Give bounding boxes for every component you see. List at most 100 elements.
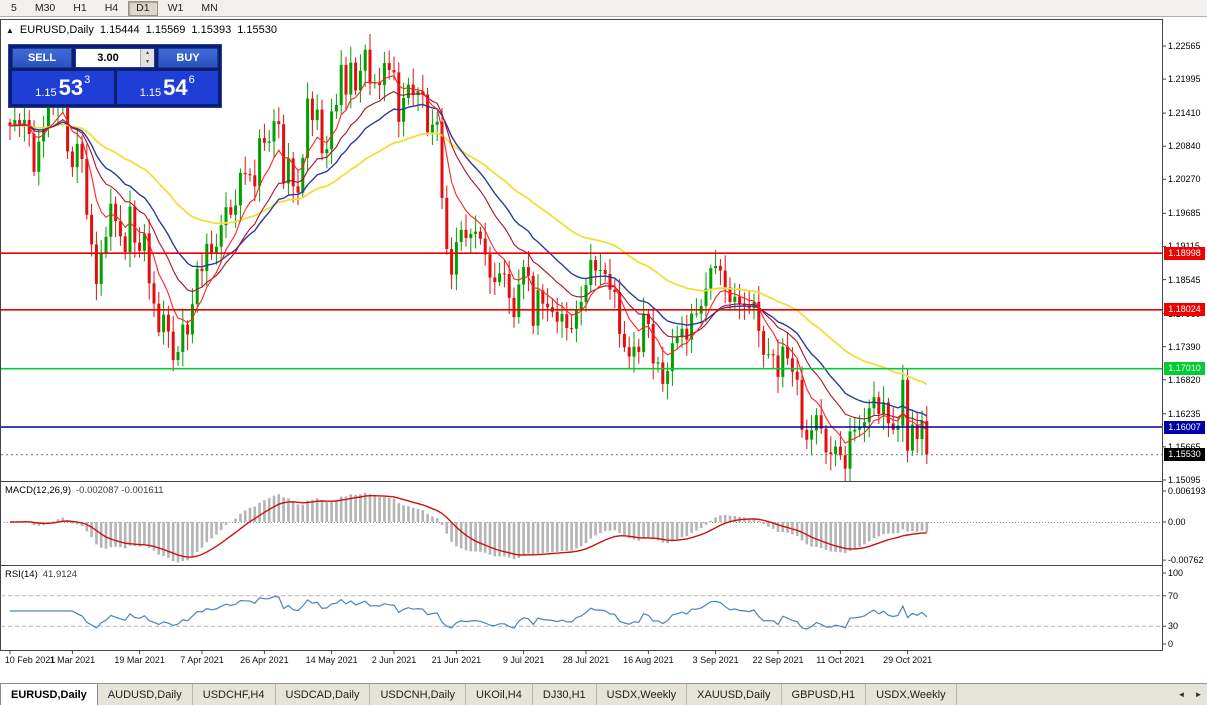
ma-26-line [9,103,928,417]
timeframe-button-h1[interactable]: H1 [65,1,94,16]
chart-high-value: 1.15569 [145,24,186,36]
chart-low-value: 1.15393 [191,24,232,36]
timeframe-button-5[interactable]: 5 [3,1,25,16]
bid-price-prefix: 1.15 [35,87,57,99]
rsi-axis-label: 70 [1168,590,1179,601]
rsi-name: RSI(14) [5,569,38,580]
timeframe-button-h4[interactable]: H4 [97,1,126,16]
tab-audusd-daily[interactable]: AUDUSD,Daily [98,684,193,705]
chart-open-value: 1.15444 [99,24,140,36]
ma-55-line [9,123,928,386]
date-axis-label: 11 Oct 2021 [816,655,865,665]
price-axis-label: 1.19115 [1168,241,1200,251]
macd-axis-label: 0.00 [1168,517,1186,527]
price-scale[interactable]: 1.22565 1.21995 1.21410 1.20840 1.20270 1.196… [1163,17,1207,683]
tab-scroll-right-icon[interactable]: ► [1194,690,1203,699]
tab-eurusd-daily[interactable]: EURUSD,Daily [0,683,98,705]
tab-usdcad-daily[interactable]: USDCAD,Daily [276,684,371,705]
price-axis-label: 1.20840 [1168,141,1201,152]
price-axis-label: 1.18545 [1168,274,1201,285]
rsi-label: RSI(14) 41.9124 [5,569,77,580]
price-chart-canvas[interactable] [0,17,1207,671]
timeframe-button-w1[interactable]: W1 [160,1,192,16]
tab-dj30-h1[interactable]: DJ30,H1 [533,684,597,705]
sell-button[interactable]: SELL [12,48,72,68]
date-axis-label: 22 Sep 2021 [752,655,804,665]
date-axis-label: 3 Sep 2021 [692,655,739,665]
ask-price-big: 54 [163,75,188,100]
buy-button[interactable]: BUY [158,48,218,68]
ask-price-prefix: 1.15 [139,87,162,99]
volume-value[interactable]: 3.00 [97,52,119,64]
tab-usdx-weekly[interactable]: USDX,Weekly [597,684,688,705]
rsi-axis-label: 30 [1168,621,1179,632]
volume-spinner: ▲ ▼ [140,49,154,67]
volume-increase-button[interactable]: ▲ [141,49,154,58]
tab-ukoil-h4[interactable]: UKOil,H4 [466,684,533,705]
date-axis-label: 26 Apr 2021 [240,655,289,665]
macd-axis-label: 0.006193 [1168,486,1206,496]
rsi-axis-label: 0 [1168,639,1174,649]
date-axis-label: 14 May 2021 [305,655,358,665]
timeframe-button-mn[interactable]: MN [193,1,225,16]
price-level-tag: 1.18024 [1164,303,1205,317]
macd-values: -0.002087 -0.001611 [76,485,164,496]
date-axis-label: 9 Jul 2021 [502,655,545,665]
price-level-tag: 1.18998 [1164,246,1205,260]
price-level-tag: 1.16007 [1164,420,1205,434]
chart-tabs-bar: EURUSD,Daily AUDUSD,Daily USDCHF,H4 USDCAD,… [0,683,1207,705]
bid-price-big: 53 [58,75,84,100]
price-axis-label: 1.19685 [1168,208,1201,219]
date-axis-label: 2 Jun 2021 [371,655,417,665]
price-level-tag: 1.17010 [1164,362,1205,376]
date-axis-label: 29 Oct 2021 [883,655,933,665]
collapse-trade-panel-icon[interactable]: ▲ [6,25,14,35]
date-axis-label: 21 Jun 2021 [431,655,482,665]
macd-label: MACD(12,26,9) -0.002087 -0.001611 [5,485,164,496]
macd-name: MACD(12,26,9) [5,485,71,496]
one-click-trading-panel: SELL 3.00 ▲ ▼ BUY 1.15 53 3 1.15 [8,44,222,108]
date-axis-label: 16 Aug 2021 [623,655,674,665]
rsi-axis-label: 100 [1168,568,1184,578]
price-axis-label: 1.15095 [1168,475,1201,485]
date-axis[interactable]: 10 Feb 2021 1 Mar 2021 19 Mar 2021 7 Apr 20… [0,654,1163,670]
ask-price-pipette: 6 [188,74,195,86]
bid-price-pipette: 3 [84,74,91,86]
ask-price-display[interactable]: 1.15 54 6 [116,71,218,104]
timeframe-toolbar: 5 M30 H1 H4 D1 W1 MN [0,0,1207,17]
macd-indicator [2,492,1161,563]
rsi-indicator [2,595,1161,630]
tab-gbpusd-h1[interactable]: GBPUSD,H1 [782,684,867,705]
tab-usdchf-h4[interactable]: USDCHF,H4 [193,684,276,705]
date-axis-label: 7 Apr 2021 [180,655,224,665]
price-axis-label: 1.17390 [1168,341,1201,352]
price-axis-label: 1.20270 [1168,174,1201,185]
chart-close-value: 1.15530 [237,24,277,36]
price-axis-label: 1.15665 [1168,441,1201,452]
date-axis-label: 10 Feb 2021 [4,655,56,665]
date-axis-label: 19 Mar 2021 [114,655,165,665]
chart-window: ▲ EURUSD,Daily 1.15444 1.15569 1.15393 1… [0,17,1207,683]
macd-axis-label: -0.00762 [1168,555,1204,566]
current-price-tag: 1.15530 [1164,448,1205,462]
tab-xauusd-daily[interactable]: XAUUSD,Daily [687,684,782,705]
price-axis-label: 1.21410 [1168,108,1201,119]
price-axis-label: 1.16235 [1168,408,1201,419]
price-axis-label: 1.16820 [1168,374,1201,385]
volume-decrease-button[interactable]: ▼ [141,58,154,67]
timeframe-button-m30[interactable]: M30 [27,1,63,16]
price-axis-label: 1.22565 [1168,41,1201,51]
bid-price-display[interactable]: 1.15 53 3 [12,71,114,104]
tab-scroll-left-icon[interactable]: ◄ [1177,690,1186,699]
chart-title: ▲ EURUSD,Daily 1.15444 1.15569 1.15393 1… [6,24,277,36]
date-axis-label: 1 Mar 2021 [49,655,96,665]
ma-17-line [9,90,928,425]
tab-usdx-weekly[interactable]: USDX,Weekly [866,684,957,705]
price-axis-label: 1.21995 [1168,74,1201,85]
timeframe-button-d1[interactable]: D1 [128,0,158,16]
ma-8-line [9,75,928,444]
tab-usdcnh-daily[interactable]: USDCNH,Daily [370,684,467,705]
date-axis-label: 28 Jul 2021 [562,655,610,665]
chart-symbol-period: EURUSD,Daily [19,24,94,36]
volume-input[interactable]: 3.00 ▲ ▼ [75,48,155,68]
